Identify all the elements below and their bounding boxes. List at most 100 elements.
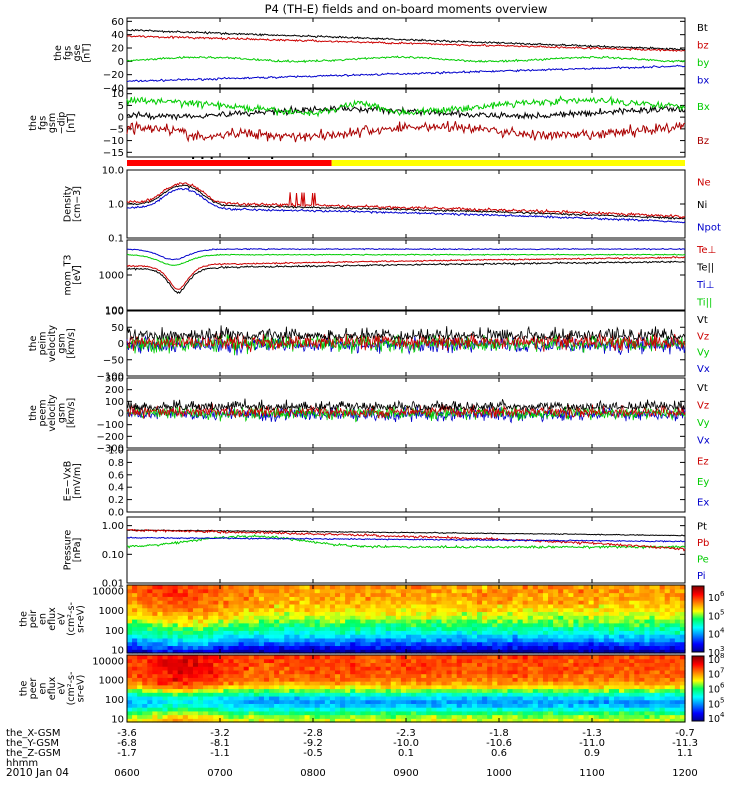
spectrogram-cell bbox=[279, 655, 285, 660]
spectrogram-cell bbox=[182, 619, 189, 624]
ylabel-line: [eV] bbox=[72, 265, 83, 285]
spectrogram-cell bbox=[532, 585, 539, 590]
spectrogram-cell bbox=[603, 707, 610, 712]
spectrogram-cell bbox=[243, 666, 250, 671]
spectrogram-cell bbox=[477, 641, 483, 647]
spectrogram-cell bbox=[659, 634, 666, 639]
spectrogram-cell bbox=[578, 673, 585, 678]
spectrogram-cell bbox=[563, 592, 569, 597]
spectrogram-cell bbox=[664, 681, 671, 686]
spectrogram-cell bbox=[400, 626, 407, 631]
spectrogram-cell bbox=[421, 630, 427, 635]
spectrogram-cell bbox=[598, 684, 605, 690]
spectrogram-cell bbox=[294, 695, 301, 701]
spectrogram-cell bbox=[583, 684, 590, 690]
spectrogram-cell bbox=[380, 695, 387, 701]
spectrogram-cell bbox=[456, 669, 463, 675]
spectrogram-cell bbox=[573, 600, 580, 605]
spectrogram-cell bbox=[263, 703, 270, 708]
spectrogram-cell bbox=[147, 718, 153, 723]
spectrogram-cell bbox=[233, 699, 240, 704]
spectrogram-cell bbox=[446, 684, 453, 690]
spectrogram-cell bbox=[644, 622, 651, 628]
spectrogram-cell bbox=[527, 658, 534, 664]
spectrogram-cell bbox=[248, 669, 255, 675]
spectrogram-cell bbox=[629, 688, 635, 693]
spectrogram-cell bbox=[431, 684, 438, 690]
spectrogram-cell bbox=[213, 677, 219, 682]
spectrogram-cell bbox=[674, 658, 681, 664]
spectrogram-cell bbox=[517, 710, 524, 716]
spectrogram-cell bbox=[279, 666, 285, 671]
spectrogram-cell bbox=[456, 714, 463, 719]
spectrogram-cell bbox=[644, 681, 651, 686]
spectrogram-cell bbox=[588, 596, 595, 601]
spectrogram-cell bbox=[613, 695, 620, 701]
spectrogram-cell bbox=[157, 714, 164, 719]
spectrogram-cell bbox=[147, 588, 153, 594]
spectrogram-cell bbox=[152, 592, 159, 597]
spectrogram-cell bbox=[659, 600, 666, 605]
spectrogram-cell bbox=[674, 662, 681, 667]
spectrogram-cell bbox=[553, 666, 559, 671]
efield-frame bbox=[126, 449, 686, 513]
legend-density-0: Ne bbox=[697, 177, 711, 188]
spectrogram-cell bbox=[167, 592, 174, 597]
spectrogram-cell bbox=[340, 681, 346, 686]
spectrogram-cell bbox=[223, 592, 230, 597]
spectrogram-cell bbox=[639, 641, 646, 647]
spectrogram-cell bbox=[613, 634, 620, 639]
spectrogram-cell bbox=[172, 634, 179, 639]
spectrogram-cell bbox=[340, 611, 346, 616]
spectrogram-cell bbox=[613, 637, 620, 643]
spectrogram-cell bbox=[542, 699, 549, 704]
spectrogram-cell bbox=[654, 658, 661, 664]
spectrogram-cell bbox=[446, 611, 453, 616]
spectrogram-cell bbox=[421, 710, 427, 716]
spectrogram-cell bbox=[619, 619, 625, 624]
spectrogram-cell bbox=[218, 634, 224, 639]
spectrogram-cell bbox=[263, 662, 270, 667]
spectrogram-cell bbox=[248, 662, 255, 667]
spectrogram-cell bbox=[147, 677, 153, 682]
spectrogram-cell bbox=[537, 688, 544, 693]
spectrogram-cell bbox=[624, 669, 630, 675]
spectrogram-cell bbox=[563, 669, 569, 675]
spectrogram-cell bbox=[471, 714, 478, 719]
spectrogram-cell bbox=[127, 718, 133, 723]
spectrogram-cell bbox=[669, 681, 676, 686]
spectrogram-cell bbox=[456, 658, 463, 664]
spectrogram-cell bbox=[542, 596, 549, 601]
y-tick-label: 1000 bbox=[99, 676, 124, 687]
spectrogram-cell bbox=[167, 677, 174, 682]
spectrogram-cell bbox=[497, 645, 503, 650]
spectrogram-cell bbox=[314, 688, 321, 693]
spectrogram-cell bbox=[461, 592, 468, 597]
spectrogram-cell bbox=[411, 588, 417, 594]
spectrogram-cell bbox=[324, 695, 331, 701]
series-vt bbox=[126, 398, 686, 412]
spectrogram-cell bbox=[573, 634, 580, 639]
spectrogram-cell bbox=[380, 688, 387, 693]
spectrogram-cell bbox=[578, 677, 585, 682]
spectrogram-cell bbox=[542, 695, 549, 701]
spectrogram-cell bbox=[532, 588, 539, 594]
spectrogram-cell bbox=[380, 637, 387, 643]
spectrogram-cell bbox=[385, 658, 392, 664]
spectrogram-cell bbox=[456, 630, 463, 635]
spectrogram-cell bbox=[187, 645, 194, 650]
spectrogram-cell bbox=[258, 592, 265, 597]
ylabel-line: the bbox=[53, 45, 64, 61]
ylabel-line: eV bbox=[57, 682, 68, 695]
spectrogram-cell bbox=[593, 596, 600, 601]
spectrogram-cell bbox=[192, 692, 199, 697]
spectrogram-cell bbox=[664, 703, 671, 708]
spectrogram-cell bbox=[385, 619, 392, 624]
spectrogram-cell bbox=[598, 703, 605, 708]
spectrogram-cell bbox=[167, 718, 174, 723]
spectrogram-cell bbox=[512, 645, 519, 650]
spectrogram-cell bbox=[370, 634, 377, 639]
spectrogram-cell bbox=[187, 703, 194, 708]
spectrogram-cell bbox=[537, 707, 544, 712]
spectrogram-cell bbox=[263, 603, 270, 609]
